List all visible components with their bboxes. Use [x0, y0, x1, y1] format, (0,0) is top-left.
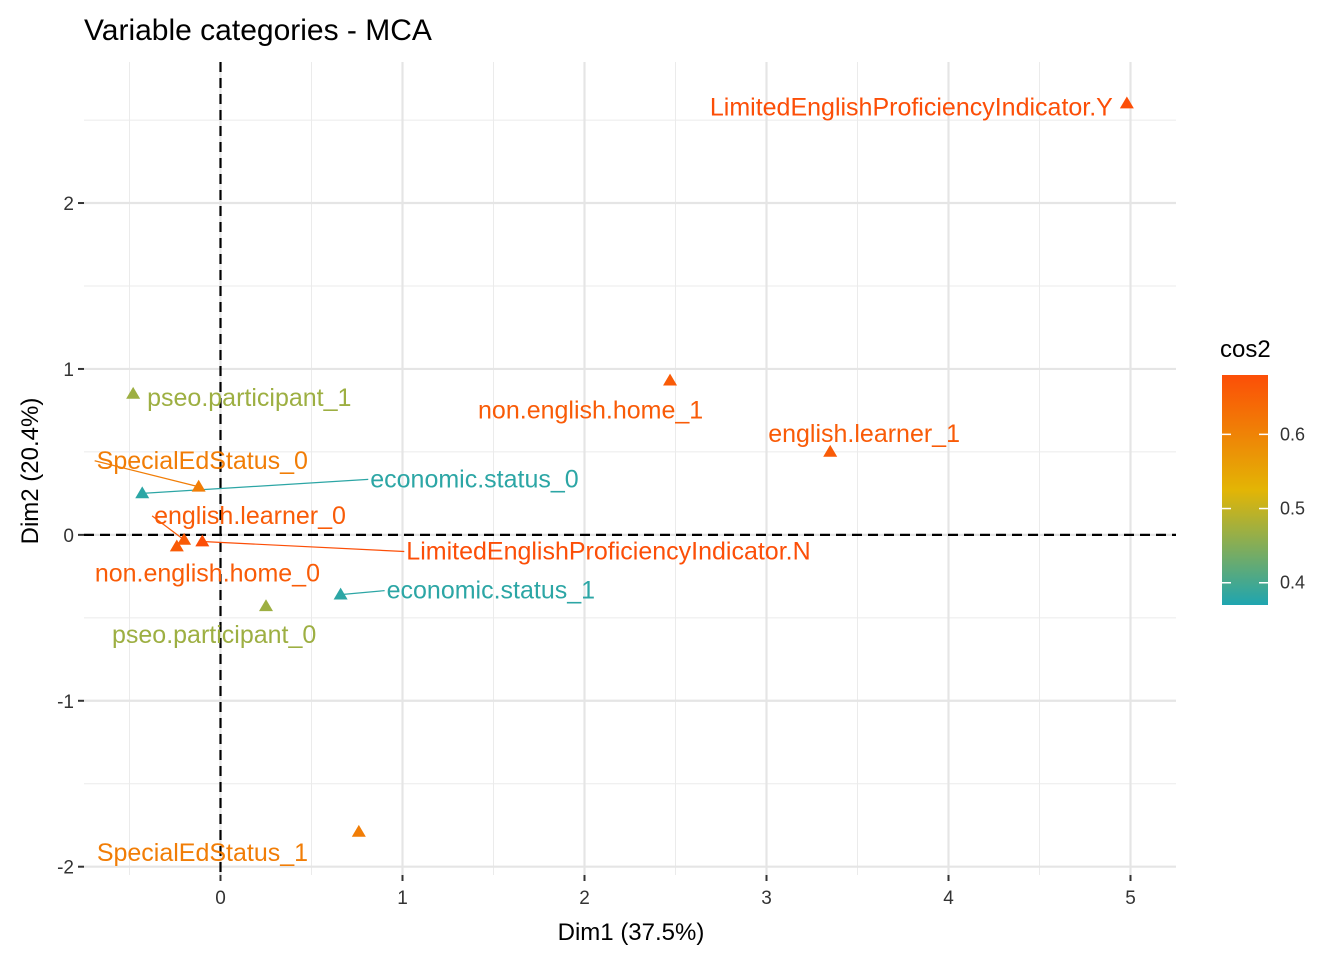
point-label: SpecialEdStatus_0: [97, 447, 308, 475]
point-label: LimitedEnglishProficiencyIndicator.N: [406, 538, 810, 566]
point-marker: [334, 588, 348, 600]
point-label: english.learner_1: [768, 420, 960, 448]
point-labels: LimitedEnglishProficiencyIndicator.Y non.…: [95, 93, 1113, 866]
cos2-legend: cos2 0.4 0.5 0.6: [1220, 336, 1305, 605]
point-label: pseo.participant_0: [112, 621, 316, 649]
x-tick-label: 2: [579, 888, 590, 909]
legend-tick-label: 0.6: [1280, 424, 1305, 444]
y-tick-label: -1: [57, 692, 74, 713]
chart-title: Variable categories - MCA: [84, 14, 432, 47]
point-label: pseo.participant_1: [147, 384, 351, 412]
point-label: english.learner_0: [154, 502, 346, 530]
y-tick-label: 2: [63, 194, 74, 215]
y-tick-label: 0: [63, 526, 74, 547]
point-marker: [135, 486, 149, 498]
point-marker: [126, 387, 140, 399]
point-marker: [352, 825, 366, 837]
point-marker: [1120, 96, 1134, 108]
leader-line: [202, 542, 404, 552]
legend-color-bar: [1222, 375, 1268, 605]
point-label: economic.status_1: [387, 577, 595, 605]
point-marker: [663, 374, 677, 386]
y-axis-title: Dim2 (20.4%): [17, 398, 44, 545]
point-label: non.english.home_0: [95, 559, 320, 587]
x-tick-label: 0: [215, 888, 226, 909]
point-label: SpecialEdStatus_1: [97, 839, 308, 867]
x-tick-label: 5: [1125, 888, 1136, 909]
x-tick-label: 3: [761, 888, 772, 909]
point-label: economic.status_0: [370, 465, 578, 493]
legend-tick-label: 0.4: [1280, 573, 1305, 593]
x-axis-title: Dim1 (37.5%): [558, 919, 705, 946]
point-marker: [195, 535, 209, 547]
y-tick-label: -2: [57, 858, 74, 879]
legend-tick-label: 0.5: [1280, 499, 1305, 519]
point-label: LimitedEnglishProficiencyIndicator.Y: [710, 93, 1113, 121]
x-tick-label: 1: [397, 888, 408, 909]
point-marker: [259, 599, 273, 611]
point-label: non.english.home_1: [478, 397, 703, 425]
x-tick-label: 4: [943, 888, 954, 909]
legend-title: cos2: [1220, 336, 1271, 363]
y-tick-label: 1: [63, 360, 74, 381]
leader-line: [341, 591, 385, 595]
